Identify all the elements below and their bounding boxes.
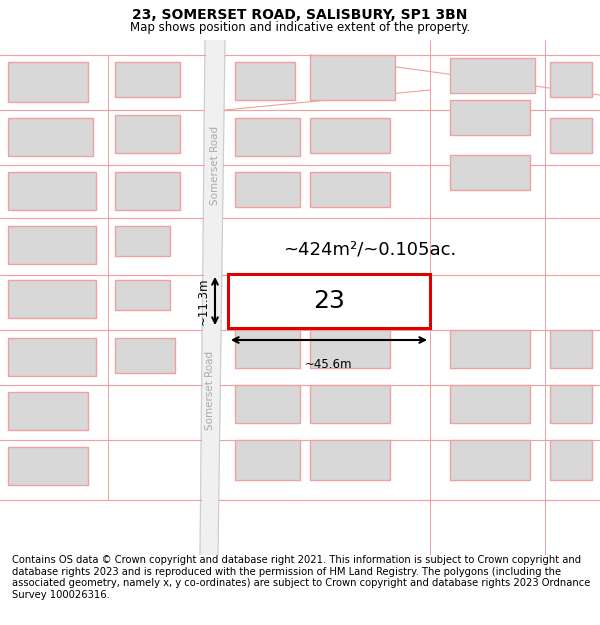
Bar [450,330,530,368]
Bar [310,118,390,153]
Bar [310,330,390,368]
Bar [115,226,170,256]
Bar [8,338,96,376]
Bar [115,172,180,210]
Bar [310,55,395,100]
Bar [8,392,88,430]
Bar [235,118,300,156]
Bar [115,338,175,373]
Text: Somerset Road: Somerset Road [205,351,215,429]
Bar [450,385,530,423]
Bar [115,115,180,153]
Bar [550,330,592,368]
Bar [235,440,300,480]
Text: ~424m²/~0.105ac.: ~424m²/~0.105ac. [283,241,457,259]
Bar [550,440,592,480]
Bar [8,226,96,264]
Text: 23, SOMERSET ROAD, SALISBURY, SP1 3BN: 23, SOMERSET ROAD, SALISBURY, SP1 3BN [133,8,467,22]
Bar [8,118,93,156]
Bar [8,62,88,102]
Text: ~11.3m: ~11.3m [197,278,210,325]
Text: 23: 23 [313,289,345,313]
Bar [115,280,170,310]
Bar [450,100,530,135]
Bar [550,385,592,423]
Bar [450,58,535,93]
Bar [310,385,390,423]
Bar [8,172,96,210]
Text: ~45.6m: ~45.6m [305,358,353,371]
Polygon shape [200,40,225,555]
Bar [450,155,530,190]
Bar [235,62,295,100]
Bar [235,385,300,423]
Text: Somerset Road: Somerset Road [210,126,220,204]
Bar [550,62,592,97]
Bar [8,280,96,318]
Bar [228,274,430,328]
Bar [235,172,300,207]
Bar [235,330,300,368]
Text: Contains OS data © Crown copyright and database right 2021. This information is : Contains OS data © Crown copyright and d… [12,555,590,600]
Bar [115,62,180,97]
Bar [310,440,390,480]
Bar [310,172,390,207]
Bar [550,118,592,153]
Bar [8,447,88,485]
Bar [450,440,530,480]
Text: Map shows position and indicative extent of the property.: Map shows position and indicative extent… [130,21,470,34]
